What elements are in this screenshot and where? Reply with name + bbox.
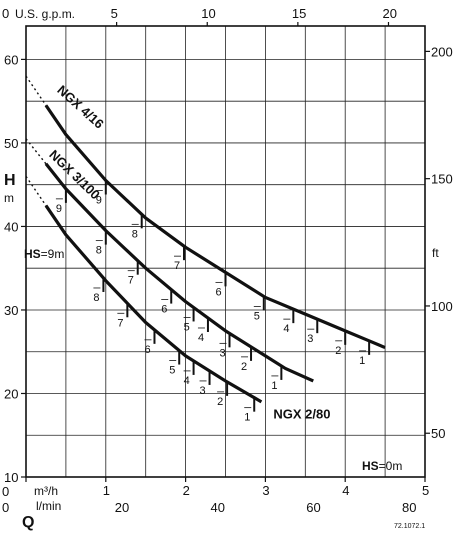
x-axis-tick-label: 5 xyxy=(422,483,429,498)
right-axis-tick-label: 100 xyxy=(431,299,453,314)
step-label: 1 xyxy=(244,412,250,424)
step-label: 6 xyxy=(161,304,167,316)
step-label: 5 xyxy=(169,365,175,377)
x-axis-tick-label: 1 xyxy=(103,483,110,498)
chart-code: 72.1072.1 xyxy=(394,523,425,530)
step-label: 2 xyxy=(335,345,341,357)
y-axis-tick-label: 60 xyxy=(4,52,18,67)
x-axis-lmin-tick-label: 20 xyxy=(115,500,129,515)
plot-frame xyxy=(25,25,426,478)
top-axis-tick-label: 5 xyxy=(111,6,118,21)
step-label: 6 xyxy=(144,344,150,356)
step-label: 8 xyxy=(93,292,99,304)
step-label: 9 xyxy=(56,203,62,215)
top-axis-unit: U.S. g.p.m. xyxy=(15,7,75,21)
step-label: 9 xyxy=(96,195,102,207)
hs-left-label: HS=9m xyxy=(24,247,64,261)
step-label: 3 xyxy=(219,347,225,359)
x-axis-zero: 0 xyxy=(2,484,9,499)
step-label: 6 xyxy=(216,286,222,298)
step-label: 8 xyxy=(132,228,138,240)
x-axis-lmin-tick-label: 0 xyxy=(2,500,9,515)
y-axis-tick-label: 30 xyxy=(4,303,18,318)
y-axis-tick-label: 10 xyxy=(4,470,18,485)
step-label: 1 xyxy=(359,355,365,367)
y-axis-unit: m xyxy=(4,191,14,205)
right-axis-tick-label: 200 xyxy=(431,44,453,59)
curve-extension-dotted xyxy=(25,138,47,165)
step-label: 7 xyxy=(117,317,123,329)
x-axis-lmin-tick-label: 40 xyxy=(211,500,225,515)
top-axis-tick-label: 10 xyxy=(201,6,215,21)
top-axis-zero: 0 xyxy=(2,6,9,21)
x-axis-tick-label: 3 xyxy=(262,483,269,498)
series-label: NGX 2/80 xyxy=(273,407,330,422)
y-axis-tick-label: 50 xyxy=(4,136,18,151)
y-axis-tick-label: 40 xyxy=(4,219,18,234)
series-label: NGX 4/16 xyxy=(54,82,106,131)
step-label: 4 xyxy=(283,323,289,335)
y-axis-title: H xyxy=(4,172,16,189)
x-axis-tick-label: 2 xyxy=(183,483,190,498)
step-label: 8 xyxy=(96,245,102,257)
step-label: 4 xyxy=(184,375,190,387)
step-label: 7 xyxy=(174,260,180,272)
x-axis-unit-m3h: m³/h xyxy=(34,484,58,498)
step-label: 2 xyxy=(217,396,223,408)
x-axis-unit-lmin: l/min xyxy=(36,499,61,513)
curve-ngx-2-80 xyxy=(44,204,263,404)
step-label: 2 xyxy=(241,361,247,373)
right-axis-tick-label: 150 xyxy=(431,172,453,187)
step-label: 1 xyxy=(271,380,277,392)
right-axis-unit: ft xyxy=(432,246,439,260)
step-label: 7 xyxy=(128,275,134,287)
x-axis-symbol: Q xyxy=(22,514,34,531)
curve-ngx-3-100 xyxy=(44,162,314,383)
hs-right-label: HS=0m xyxy=(362,459,402,473)
step-label: 5 xyxy=(254,310,260,322)
step-label: 4 xyxy=(198,332,204,344)
curve-extension-dotted xyxy=(25,175,47,206)
right-axis-tick-label: 50 xyxy=(431,426,445,441)
step-label: 5 xyxy=(184,321,190,333)
x-axis-tick-label: 4 xyxy=(342,483,349,498)
step-label: 3 xyxy=(200,385,206,397)
x-axis-lmin-tick-label: 60 xyxy=(306,500,320,515)
curve-extension-dotted xyxy=(25,75,47,106)
top-axis-tick-label: 20 xyxy=(382,6,396,21)
step-label: 3 xyxy=(307,333,313,345)
top-axis-tick-label: 15 xyxy=(292,6,306,21)
y-axis-tick-label: 20 xyxy=(4,386,18,401)
x-axis-lmin-tick-label: 80 xyxy=(402,500,416,515)
